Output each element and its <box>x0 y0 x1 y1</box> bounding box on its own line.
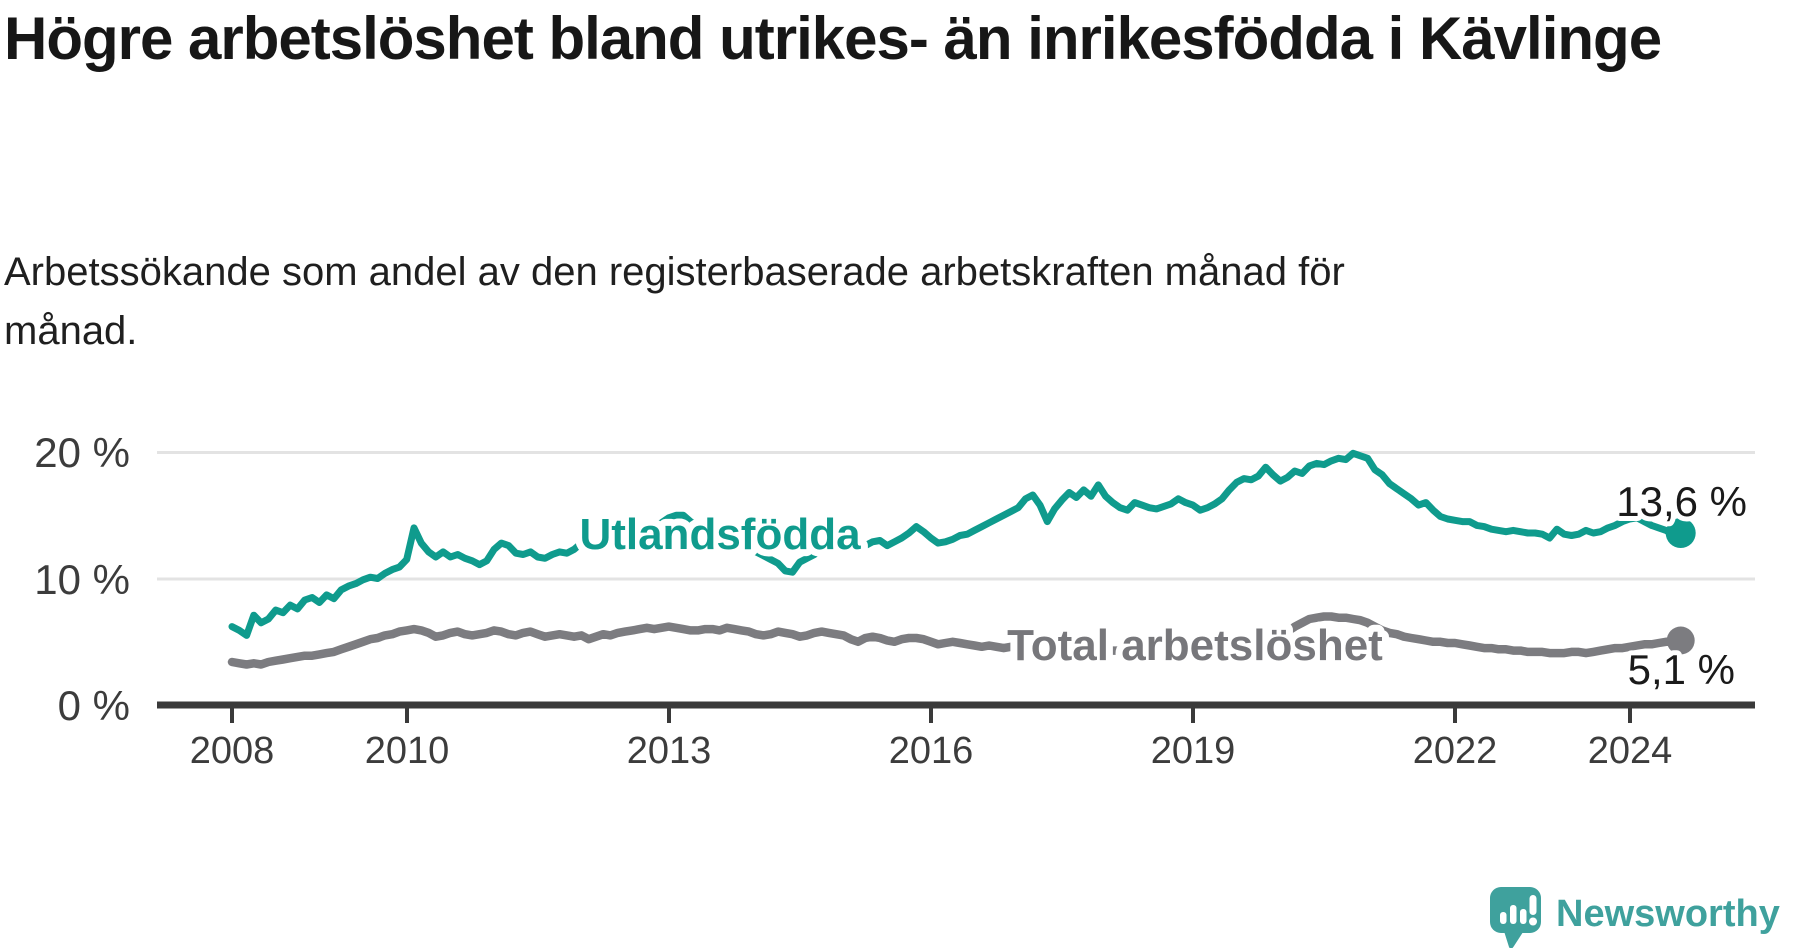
newsworthy-logo: Newsworthy <box>1490 887 1780 948</box>
series-line-utlandsfodda <box>228 449 1685 639</box>
x-tick-label-2013: 2013 <box>627 730 712 772</box>
series-label-utlandsfodda: Utlandsfödda <box>579 510 861 559</box>
page-title: Högre arbetslöshet bland utrikes- än inr… <box>4 5 1662 72</box>
series-end-dot-utlandsfodda <box>1665 518 1696 548</box>
x-tick-label-2022: 2022 <box>1413 730 1498 772</box>
series-line-total <box>227 612 1685 669</box>
x-tick-label-2024: 2024 <box>1588 730 1673 772</box>
x-tick-label-2010: 2010 <box>365 730 450 772</box>
x-tick-label-2008: 2008 <box>190 730 275 772</box>
y-tick-label-0: 0 % <box>58 682 130 729</box>
newsworthy-logo-text: Newsworthy <box>1556 893 1780 935</box>
series-label-total: Total arbetslöshet <box>1007 621 1383 670</box>
end-value-label-total: 5,1 % <box>1628 646 1735 693</box>
newsworthy-chart-bubble-icon <box>1490 887 1541 948</box>
y-tick-label-10: 10 % <box>34 556 130 603</box>
chart-subtitle: Arbetssökande som andel av den registerb… <box>4 250 1345 353</box>
x-tick-label-2016: 2016 <box>889 730 974 772</box>
series-end-dot-total <box>1666 626 1695 655</box>
x-tick-label-2019: 2019 <box>1151 730 1236 772</box>
end-value-label-utlandsfodda: 13,6 % <box>1616 478 1747 525</box>
y-tick-label-20: 20 % <box>34 429 130 476</box>
